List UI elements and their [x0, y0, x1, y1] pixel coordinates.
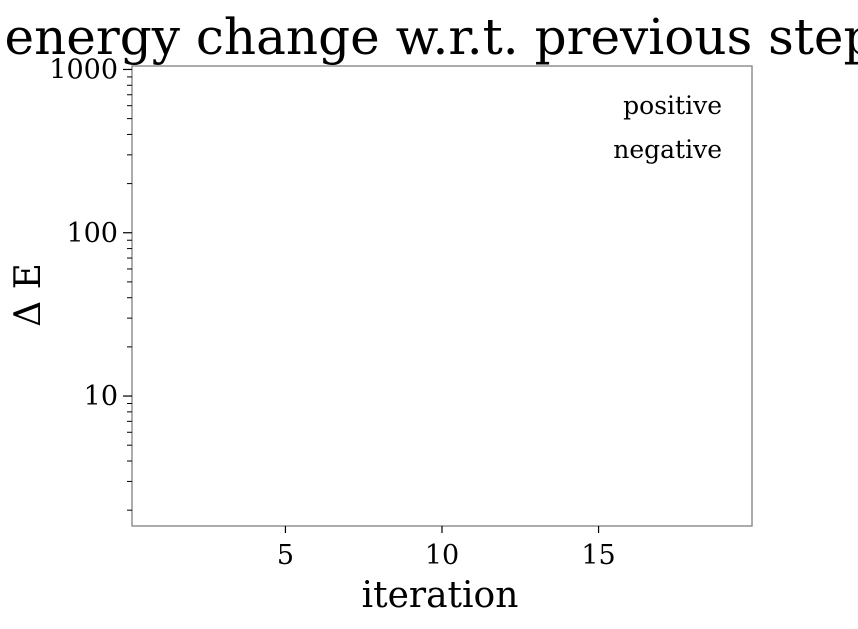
x-tick-label: 5	[277, 540, 294, 571]
legend: positive negative	[613, 91, 722, 164]
legend-entry-positive: positive	[623, 91, 722, 120]
y-tick-label: 10	[84, 381, 118, 412]
x-tick-label: 10	[425, 540, 459, 571]
legend-entry-negative: negative	[613, 135, 722, 164]
y-tick-label: 100	[66, 218, 118, 249]
x-axis-ticks: 5 10 15	[277, 526, 616, 571]
y-axis-ticks: 10 100 1000	[49, 54, 132, 511]
chart-title: energy change w.r.t. previous step	[4, 8, 858, 66]
x-tick-label: 15	[581, 540, 615, 571]
y-axis-label: Δ E	[8, 263, 49, 327]
y-tick-label: 1000	[49, 54, 118, 85]
x-axis-label: iteration	[362, 575, 519, 616]
